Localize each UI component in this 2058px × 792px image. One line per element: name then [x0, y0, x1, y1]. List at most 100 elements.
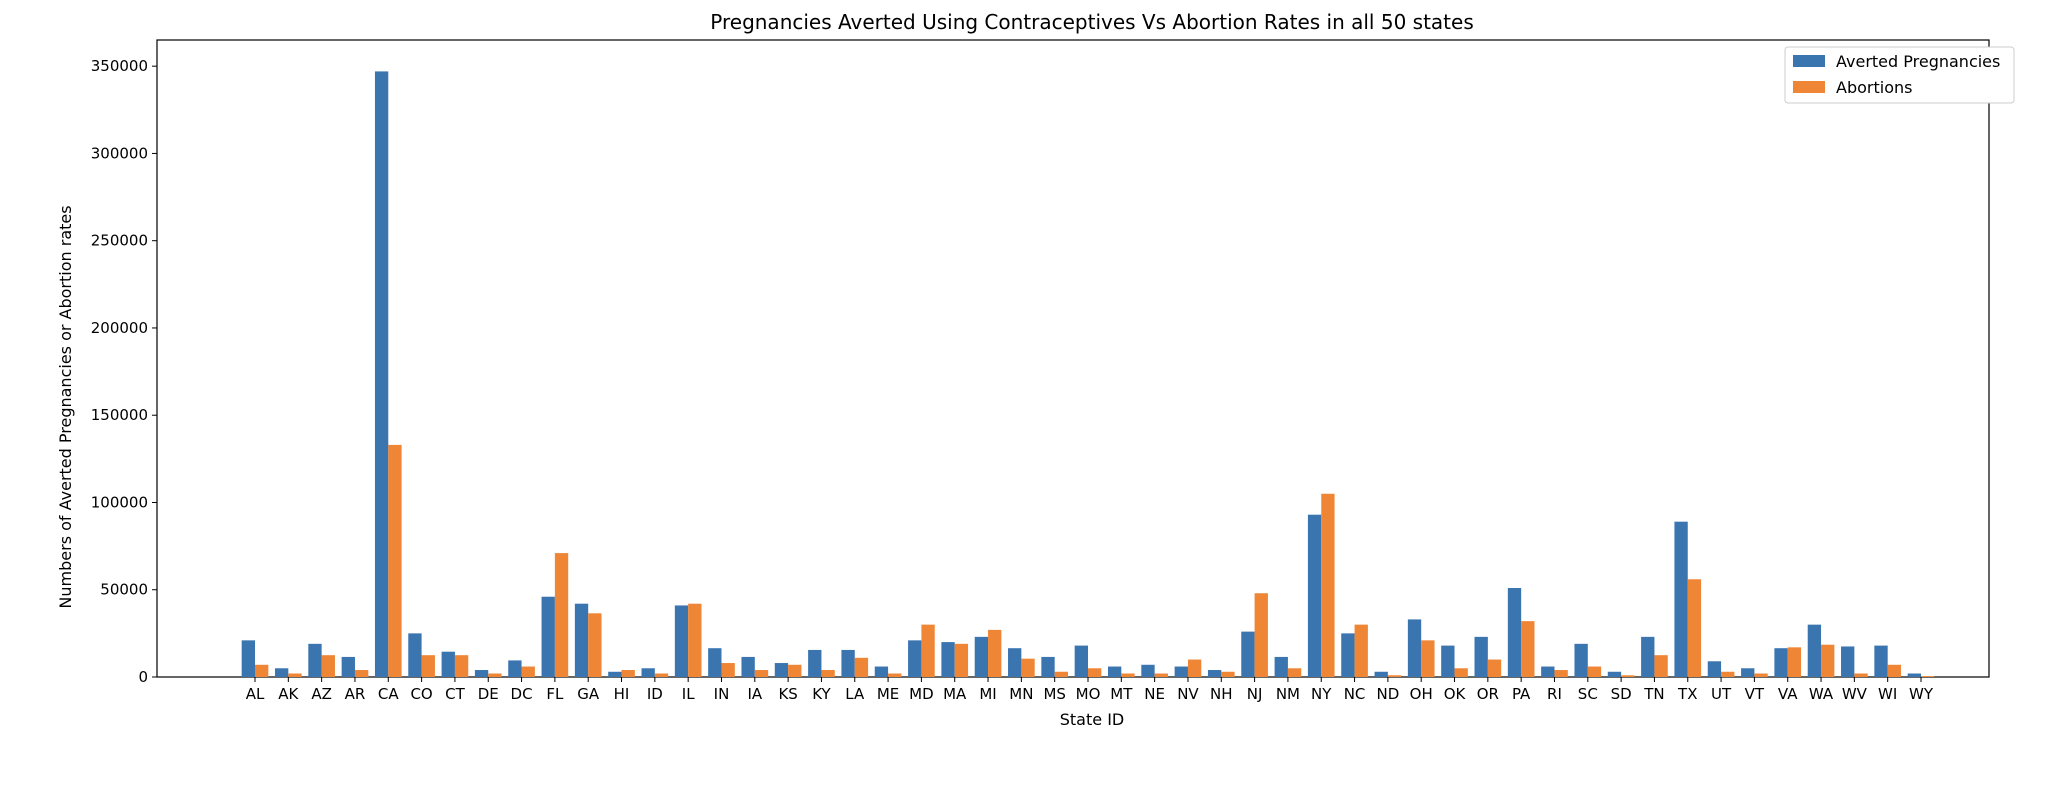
bar-abortions-az: [321, 655, 335, 677]
x-tick-label-ms: MS: [1043, 685, 1065, 703]
bar-averted-ky: [808, 649, 822, 677]
bar-averted-nv: [1174, 666, 1188, 677]
bar-abortions-dc: [521, 666, 535, 677]
bar-averted-ut: [1707, 661, 1722, 677]
bar-abortions-ok: [1454, 668, 1468, 677]
plot-area: AL AK AZ AR CA CO CT DE DC FL GA HI ID IL IN IA KS KY LA ME…: [91, 39, 1990, 703]
x-axis-label: State ID: [1060, 710, 1124, 729]
y-tick-label-150000: 150000: [91, 406, 148, 424]
x-tick-label-sc: SC: [1578, 685, 1598, 703]
x-tick-label-ri: RI: [1547, 685, 1562, 703]
bar-averted-md: [908, 640, 922, 677]
bar-abortions-ak: [288, 673, 302, 677]
x-tick-label-de: DE: [478, 685, 499, 703]
bar-averted-dc: [508, 660, 522, 677]
bar-averted-mi: [974, 636, 989, 677]
x-tick-label-la: LA: [845, 685, 865, 703]
bar-averted-nd: [1374, 671, 1388, 677]
x-tick-label-al: AL: [246, 685, 265, 703]
bar-abortions-pa: [1521, 621, 1535, 677]
x-tick-label-co: CO: [410, 685, 432, 703]
bar-averted-mo: [1074, 645, 1088, 677]
x-tick-label-az: AZ: [311, 685, 332, 703]
x-tick-label-ct: CT: [445, 685, 465, 703]
bar-abortions-mi: [988, 629, 1002, 677]
bar-averted-nc: [1341, 633, 1355, 677]
x-tick-label-wi: WI: [1878, 685, 1897, 703]
bar-averted-ar: [341, 656, 355, 677]
x-tick-label-md: MD: [909, 685, 934, 703]
x-tick-label-wv: WV: [1842, 685, 1868, 703]
y-tick-label-0: 0: [138, 668, 148, 686]
x-tick-label-sd: SD: [1611, 685, 1632, 703]
bar-averted-nj: [1241, 631, 1255, 677]
bar-abortions-wv: [1854, 673, 1868, 677]
bar-abortions-ga: [588, 613, 602, 677]
x-tick-label-il: IL: [682, 685, 695, 703]
x-tick-label-tn: TN: [1643, 685, 1664, 703]
x-tick-label-ne: NE: [1144, 685, 1165, 703]
bar-averted-sd: [1607, 671, 1622, 677]
x-tick-label-ny: NY: [1311, 685, 1332, 703]
y-tick-label-50000: 50000: [100, 581, 148, 599]
bar-averted-in: [708, 648, 722, 677]
x-tick-label-hi: HI: [614, 685, 630, 703]
x-tick-label-nm: NM: [1276, 685, 1300, 703]
legend-box: [1784, 46, 2015, 104]
x-tick-label-nd: ND: [1376, 685, 1399, 703]
bar-averted-nh: [1207, 670, 1222, 677]
bar-averted-ny: [1307, 514, 1322, 677]
bar-averted-ga: [574, 603, 589, 677]
bar-abortions-vt: [1754, 673, 1768, 677]
chart-title: Pregnancies Averted Using Contraceptives…: [710, 10, 1473, 34]
legend-label-averted-pregnancies: Averted Pregnancies: [1836, 52, 2000, 71]
x-tick-label-ky: KY: [812, 685, 831, 703]
x-tick-label-mn: MN: [1009, 685, 1033, 703]
x-tick-label-wa: WA: [1809, 685, 1834, 703]
x-tick-label-nc: NC: [1344, 685, 1366, 703]
bar-averted-de: [474, 670, 489, 677]
x-tick-label-ks: KS: [778, 685, 797, 703]
bar-abortions-id: [654, 673, 669, 677]
bar-averted-al: [241, 640, 255, 677]
bar-abortions-mt: [1121, 673, 1135, 677]
bar-averted-ms: [1041, 656, 1055, 677]
bar-abortions-al: [255, 664, 269, 677]
bar-averted-az: [308, 643, 322, 677]
bar-abortions-tx: [1687, 579, 1702, 677]
x-tick-label-ut: UT: [1711, 685, 1732, 703]
bar-abortions-nh: [1221, 671, 1235, 677]
x-tick-label-tx: TX: [1677, 685, 1697, 703]
bar-averted-ri: [1541, 666, 1555, 677]
bar-averted-oh: [1407, 619, 1422, 677]
bar-averted-hi: [608, 671, 622, 677]
bar-averted-ne: [1141, 664, 1155, 677]
x-tick-label-ga: GA: [577, 685, 600, 703]
bar-abortions-nm: [1287, 668, 1302, 677]
bars: [241, 71, 1935, 677]
bar-abortions-fl: [554, 553, 569, 677]
x-tick-label-vt: VT: [1745, 685, 1765, 703]
bar-averted-ma: [941, 642, 955, 677]
y-tick-label-350000: 350000: [91, 57, 148, 75]
bar-averted-ak: [274, 668, 289, 677]
bar-abortions-ma: [954, 643, 969, 677]
x-tick-label-pa: PA: [1512, 685, 1531, 703]
x-tick-label-or: OR: [1477, 685, 1499, 703]
bar-averted-pa: [1507, 587, 1522, 677]
x-tick-label-id: ID: [647, 685, 663, 703]
bar-abortions-wi: [1887, 664, 1902, 677]
bar-averted-mt: [1107, 666, 1122, 677]
x-tick-label-nj: NJ: [1247, 685, 1263, 703]
bar-abortions-mn: [1021, 658, 1035, 677]
y-axis-label: Numbers of Averted Pregnancies or Aborti…: [56, 205, 75, 608]
bar-averted-tn: [1641, 636, 1655, 677]
bar-averted-me: [874, 666, 889, 677]
bar-abortions-ms: [1054, 671, 1069, 677]
bar-abortions-mo: [1088, 668, 1102, 677]
bar-abortions-wy: [1921, 676, 1935, 677]
x-axis-ticks: AL AK AZ AR CA CO CT DE DC FL GA HI ID IL IN IA KS KY LA ME…: [246, 677, 1934, 703]
bar-abortions-or: [1487, 659, 1502, 677]
bar-averted-ok: [1441, 645, 1455, 677]
